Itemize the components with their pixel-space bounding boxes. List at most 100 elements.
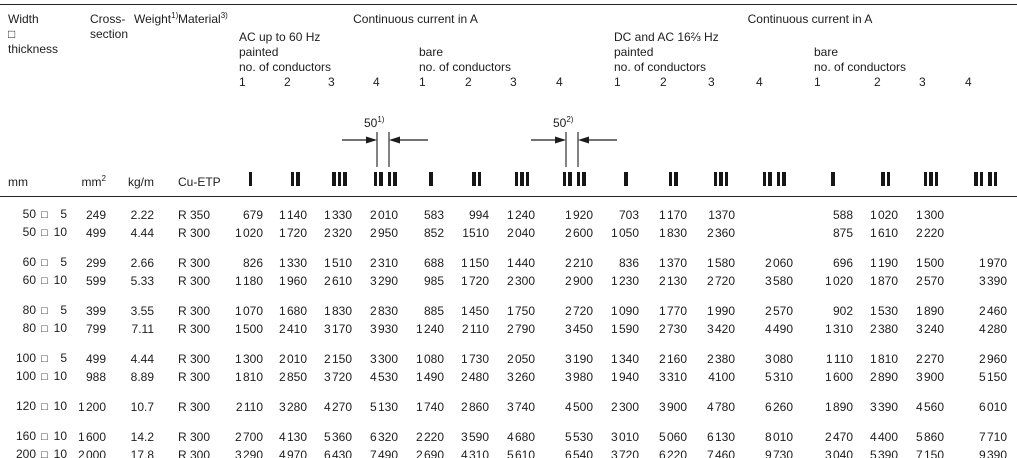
conductor-count-header: 3	[919, 75, 926, 89]
size-width-value: 60	[22, 273, 36, 287]
current-value-cell: 2 690	[408, 446, 454, 458]
current-value-cell: 2 300	[506, 273, 535, 288]
current-value-cell: 1 070	[234, 303, 263, 318]
footnote-1-marker: 1)	[171, 11, 179, 20]
current-value-cell	[954, 224, 1017, 242]
current-value-cell: 2 480	[460, 369, 489, 384]
conductor-count-icon-cell	[603, 153, 649, 197]
group-gap-row	[0, 416, 1017, 428]
current-value-cell: 1 300	[915, 207, 944, 222]
current-value-cell: 902	[832, 303, 853, 318]
current-value-cell: 1 730	[460, 351, 489, 366]
conductor-count-header: 1	[419, 75, 426, 89]
multiply-square-icon: □	[41, 227, 48, 239]
current-value-cell: 4 270	[323, 399, 352, 414]
multiply-square-icon: □	[41, 323, 48, 335]
conductor-count-header: 2	[465, 75, 472, 89]
size-cell: 80 □ 10	[0, 320, 67, 338]
multiply-square-icon: □	[41, 431, 48, 443]
dc-painted-label: painted	[614, 45, 654, 59]
current-value-cell: 4 400	[869, 429, 898, 444]
current-value-cell: 1 810	[234, 369, 263, 384]
current-value-cell: 1 050	[610, 225, 639, 240]
multiply-square-icon: □	[41, 305, 48, 317]
current-value-cell: 2 210	[564, 255, 593, 270]
weight-cell: 14.2	[130, 429, 154, 444]
table-body: 501) 502)	[0, 93, 1017, 458]
current-value-cell: 3 930	[369, 321, 398, 336]
col-header-material: Material3)	[178, 11, 228, 27]
current-value-cell: 5 610	[499, 446, 545, 458]
unit-mm: mm	[0, 153, 66, 197]
current-value-cell	[745, 197, 803, 225]
current-value-cell: 2 220	[915, 225, 944, 240]
weight-cell: 8.89	[130, 369, 154, 384]
current-value-cell: 3 580	[764, 273, 793, 288]
gap-dimension-label: 502)	[553, 115, 574, 130]
size-thickness-value: 5	[60, 207, 67, 221]
material-cell: R 300	[178, 225, 211, 240]
current-value-cell: 6 130	[706, 429, 735, 444]
current-value-cell: 1 150	[460, 255, 489, 270]
cross-section-cell: 499	[85, 225, 106, 240]
current-value-cell: 1 720	[278, 225, 307, 240]
dc-group-title: Continuous current in A	[747, 12, 873, 26]
current-value-cell: 3 300	[369, 351, 398, 366]
table-row: 60 □ 5 299 2.66 R 300 826 1 330 1 510 2 310 688 1 1…	[0, 254, 1017, 272]
multiply-square-icon: □	[41, 257, 48, 269]
size-width-value: 50	[22, 207, 36, 221]
current-value-cell: 7 490	[362, 446, 408, 458]
current-value-cell: 9 730	[745, 446, 803, 458]
current-value-cell: 826	[242, 255, 263, 270]
current-value-cell: 3 310	[658, 369, 687, 384]
current-value-cell: 1 970	[978, 255, 1007, 270]
current-value-cell: 1 580	[706, 255, 735, 270]
current-value-cell: 4 130	[278, 429, 307, 444]
current-value-cell: 1 750	[506, 303, 535, 318]
units-icons-row: mm mm2 kg/m Cu-ETP	[0, 153, 1017, 197]
multiply-square-icon: □	[41, 353, 48, 365]
size-cell: 100 □ 5	[0, 350, 67, 368]
conductor-count-header: 3	[328, 75, 335, 89]
size-width-value: 50	[22, 225, 36, 239]
dc-frequency-label: DC and AC 16⅔ Hz	[614, 30, 719, 44]
current-value-cell: 1 500	[234, 321, 263, 336]
size-cell: 160 □ 10	[0, 428, 67, 446]
size-width-value: 60	[22, 255, 36, 269]
cross-section-cell: 2 000	[66, 446, 116, 458]
current-value-cell: 994	[468, 207, 489, 222]
table-row: 100 □ 5 499 4.44 R 300 1 300 2 010 2 150 3 300 1 0…	[0, 350, 1017, 368]
current-value-cell: 2 410	[278, 321, 307, 336]
current-value-cell: 1 080	[415, 351, 444, 366]
conductor-count-header: 4	[756, 75, 763, 89]
current-value-cell: 5 390	[863, 446, 908, 458]
current-value-cell: 7 150	[908, 446, 954, 458]
weight-cell: 5.33	[130, 273, 154, 288]
current-value-cell: 5 310	[764, 369, 793, 384]
material-cell: R 300	[178, 351, 211, 366]
weight-cell: 7.11	[131, 321, 154, 336]
diagram-host: 501) 502)	[228, 93, 617, 167]
current-value-cell: 9 390	[954, 446, 1017, 458]
current-value-cell: 1 720	[460, 273, 489, 288]
size-cell: 80 □ 5	[0, 302, 67, 320]
current-value-cell: 696	[832, 255, 853, 270]
conductor-bars-icon-2	[472, 172, 481, 186]
current-value-cell: 2 600	[564, 225, 593, 240]
current-value-cell: 885	[423, 303, 444, 318]
current-value-cell: 1 330	[323, 207, 352, 222]
current-value-cell: 5 360	[323, 429, 352, 444]
dc-bare-label: bare	[814, 45, 839, 59]
current-value-cell: 3 240	[915, 321, 944, 336]
current-value-cell: 1 680	[278, 303, 307, 318]
current-value-cell: 1 230	[610, 273, 639, 288]
current-value-cell: 688	[423, 255, 444, 270]
current-value-cell: 3 290	[228, 446, 273, 458]
current-value-cell: 2 700	[234, 429, 263, 444]
table-row: 80 □ 5 399 3.55 R 300 1 070 1 680 1 830 2 830 885 1…	[0, 302, 1017, 320]
current-value-cell: 5 150	[978, 369, 1007, 384]
current-value-cell: 4 530	[369, 369, 398, 384]
current-value-cell: 3 980	[564, 369, 593, 384]
dc-bare-conductors-label: no. of conductors	[814, 60, 907, 74]
current-value-cell: 2 110	[235, 399, 263, 414]
